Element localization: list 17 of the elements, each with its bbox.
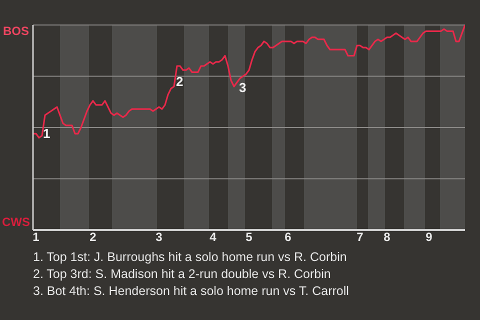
x-tick-label: 6	[284, 230, 292, 244]
x-tick-label: 8	[384, 230, 391, 244]
x-tick-label: 4	[210, 230, 217, 244]
x-tick-label: 9	[426, 230, 433, 244]
x-tick-label: 7	[356, 230, 364, 244]
text: BOS	[3, 24, 30, 38]
x-tick-label: 3	[156, 230, 163, 244]
annotation: 3	[239, 80, 246, 95]
text: 1. Top 1st: J. Burroughs hit a solo home run vs R. Corbin	[33, 249, 347, 265]
annotation: 1	[43, 126, 50, 141]
annotation: 2	[176, 74, 184, 89]
text: CWS	[2, 215, 30, 229]
text: 3. Bot 4th: S. Henderson hit a solo home run vs T. Carroll	[33, 283, 349, 299]
x-tick-label: 1	[32, 230, 40, 244]
x-tick-label: 2	[90, 230, 97, 244]
text: 2. Top 3rd: S. Madison hit a 2-run double vs R. Corbin	[33, 266, 331, 282]
x-tick-label: 5	[246, 230, 253, 244]
